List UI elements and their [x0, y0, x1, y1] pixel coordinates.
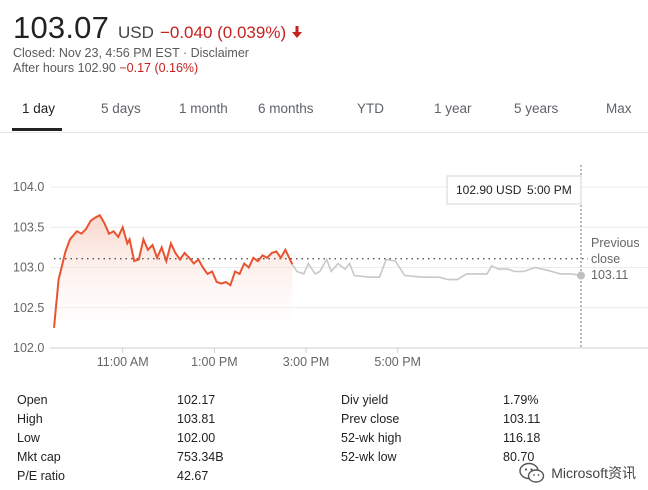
- price-line: 103.07 USD −0.040 (0.039%): [13, 10, 633, 46]
- tab-6-months[interactable]: 6 months: [258, 101, 314, 116]
- down-arrow-icon: [292, 26, 303, 38]
- y-tick-label: 102.0: [13, 341, 44, 355]
- range-tabs: 1 day 5 days 1 month 6 months YTD 1 year…: [0, 88, 648, 133]
- x-tick-label: 11:00 AM: [97, 355, 149, 369]
- wechat-icon: [519, 462, 545, 483]
- x-tick-label: 5:00 PM: [374, 355, 421, 369]
- x-tick-label: 3:00 PM: [283, 355, 330, 369]
- price-line-after-hours: [291, 257, 582, 281]
- stat-high-value: 103.81: [177, 412, 216, 426]
- tab-5-days[interactable]: 5 days: [101, 101, 141, 116]
- y-tick-label: 103.5: [13, 220, 44, 234]
- y-tick-label: 103.0: [13, 261, 44, 275]
- current-price: 103.07: [13, 10, 110, 45]
- stat-divyield-value: 1.79%: [503, 393, 539, 407]
- stat-mktcap-label: Mkt cap: [17, 450, 61, 464]
- watermark-text: Microsoft资讯: [551, 465, 636, 481]
- tooltip-price: 102.90 USD: [456, 183, 522, 197]
- watermark: Microsoft资讯: [519, 462, 636, 484]
- stat-pe-label: P/E ratio: [17, 469, 65, 483]
- last-price-dot: [577, 271, 585, 280]
- tab-1-day[interactable]: 1 day: [22, 101, 56, 116]
- stat-open-label: Open: [17, 393, 48, 407]
- previous-close-label-line2: close: [591, 252, 620, 266]
- stat-divyield-label: Div yield: [341, 393, 389, 407]
- currency: USD: [118, 23, 154, 42]
- price-chart[interactable]: 104.0 103.5 103.0 102.5 102.0 11:00 AM 1:00 PM…: [0, 160, 648, 375]
- after-hours-info: After hours 102.90 −0.17 (0.16%): [13, 61, 633, 76]
- stat-low-value: 102.00: [177, 431, 216, 445]
- stat-52wkhigh-value: 116.18: [503, 431, 541, 445]
- stat-prevclose-value: 103.11: [503, 412, 541, 426]
- stat-52wkhigh-label: 52-wk high: [341, 431, 402, 445]
- stat-open-value: 102.17: [177, 393, 216, 407]
- tab-max[interactable]: Max: [606, 101, 632, 116]
- quote-header: 103.07 USD −0.040 (0.039%) Closed: Nov 2…: [13, 10, 633, 76]
- tab-1-year[interactable]: 1 year: [434, 101, 472, 116]
- stat-52wklow-value: 80.70: [503, 450, 535, 464]
- price-area-fill: [54, 215, 293, 348]
- key-stats: Open 102.17 High 103.81 Low 102.00 Mkt c…: [0, 390, 648, 490]
- after-hours-change: −0.17 (0.16%): [119, 61, 199, 75]
- stat-52wklow-label: 52-wk low: [341, 450, 397, 464]
- tooltip-time: 5:00 PM: [527, 183, 572, 197]
- price-line-regular: [53, 213, 294, 328]
- tab-ytd[interactable]: YTD: [357, 101, 384, 116]
- after-hours-price: After hours 102.90: [13, 61, 116, 75]
- previous-close-value: 103.11: [591, 268, 628, 282]
- stat-pe-value: 42.67: [177, 469, 209, 483]
- y-tick-label: 104.0: [13, 180, 44, 194]
- stat-high-label: High: [17, 412, 43, 426]
- stat-mktcap-value: 753.34B: [177, 450, 224, 464]
- tab-1-month[interactable]: 1 month: [179, 101, 228, 116]
- price-change: −0.040 (0.039%): [159, 23, 287, 42]
- stat-low-label: Low: [17, 431, 40, 445]
- closed-info: Closed: Nov 23, 4:56 PM EST · Disclaimer: [13, 46, 249, 60]
- tab-5-years[interactable]: 5 years: [514, 101, 559, 116]
- hover-tooltip: 102.90 USD 5:00 PM: [446, 175, 582, 205]
- x-tick-label: 1:00 PM: [191, 355, 238, 369]
- stat-prevclose-label: Prev close: [341, 412, 400, 426]
- active-tab-indicator: [12, 128, 62, 131]
- previous-close-label: Previous close 103.11: [591, 236, 640, 282]
- previous-close-label-line1: Previous: [591, 236, 640, 250]
- y-tick-label: 102.5: [13, 301, 44, 315]
